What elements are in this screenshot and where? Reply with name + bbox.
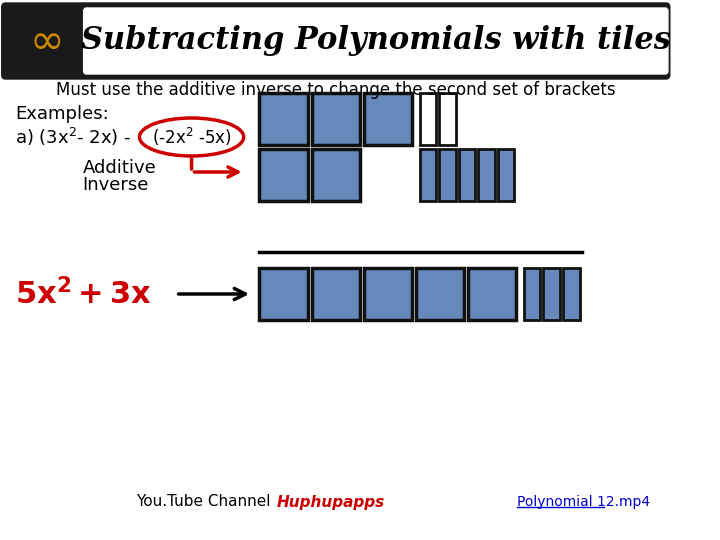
Bar	[544, 268, 560, 320]
Bar	[563, 268, 580, 320]
Bar	[459, 149, 475, 201]
Text: Must use the additive inverse to change the second set of brackets: Must use the additive inverse to change …	[56, 81, 616, 99]
Text: Examples:: Examples:	[15, 105, 109, 123]
Bar	[259, 268, 308, 320]
Bar	[420, 93, 436, 145]
Bar	[415, 268, 464, 320]
Text: Subtracting Polynomials with tiles: Subtracting Polynomials with tiles	[81, 25, 671, 57]
Bar	[420, 149, 436, 201]
Text: $\infty$: $\infty$	[30, 20, 62, 62]
Bar	[439, 93, 456, 145]
Text: You.Tube Channel: You.Tube Channel	[136, 495, 275, 510]
Text: $\bf{5x^2 + 3x}$: $\bf{5x^2 + 3x}$	[15, 278, 151, 310]
Bar	[312, 93, 360, 145]
Bar	[364, 268, 412, 320]
Text: Huphupapps: Huphupapps	[277, 495, 385, 510]
Bar	[364, 93, 412, 145]
Text: Polynomial 12.mp4: Polynomial 12.mp4	[517, 495, 650, 509]
Bar	[312, 149, 360, 201]
FancyBboxPatch shape	[84, 8, 668, 74]
Bar	[478, 149, 495, 201]
Bar	[468, 268, 516, 320]
Bar	[439, 149, 456, 201]
Bar	[312, 268, 360, 320]
Text: a) (3x$^2$- 2x) -: a) (3x$^2$- 2x) -	[15, 126, 131, 148]
Text: Additive: Additive	[83, 159, 156, 177]
Text: (-2x$^2$ -5x): (-2x$^2$ -5x)	[152, 126, 231, 148]
Bar	[523, 268, 541, 320]
Bar	[498, 149, 514, 201]
FancyBboxPatch shape	[1, 3, 670, 79]
Bar	[259, 149, 308, 201]
Text: Inverse: Inverse	[83, 176, 149, 194]
Bar	[259, 93, 308, 145]
